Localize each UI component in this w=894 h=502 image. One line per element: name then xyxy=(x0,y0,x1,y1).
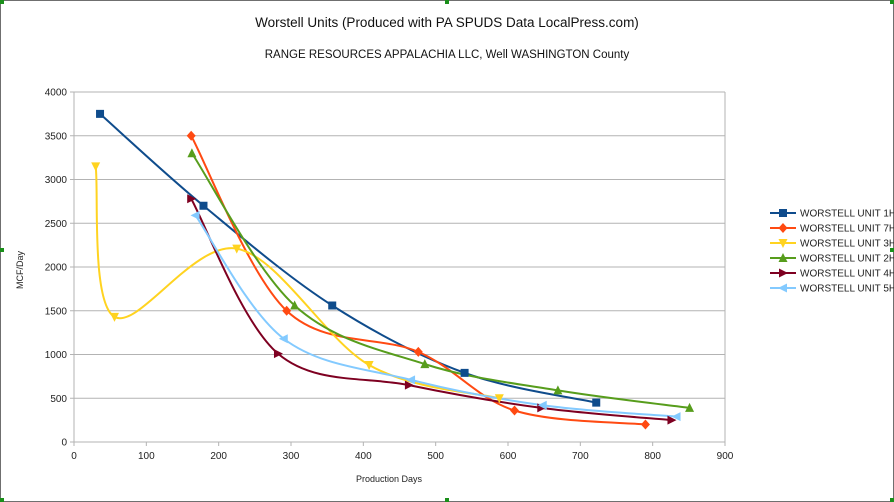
resize-handle-bottom-middle[interactable] xyxy=(445,498,449,502)
y-tick-label: 4000 xyxy=(45,88,68,99)
legend-label-worstell-unit-5h: WORSTELL UNIT 5H xyxy=(800,284,894,295)
y-tick-label: 2000 xyxy=(45,263,68,274)
data-point-worstell-unit-1h xyxy=(199,201,208,210)
resize-handle-top-left[interactable] xyxy=(0,0,4,4)
chart-title: Worstell Units (Produced with PA SPUDS D… xyxy=(255,15,639,30)
y-tick-label: 3000 xyxy=(45,175,68,186)
data-point-worstell-unit-5h xyxy=(406,375,416,385)
series-line-worstell-unit-4h xyxy=(190,198,672,422)
x-tick-label: 700 xyxy=(572,451,589,462)
legend-marker-worstell-unit-2h xyxy=(778,253,788,262)
resize-handle-top-right[interactable] xyxy=(890,0,894,4)
series-markers xyxy=(91,109,695,430)
data-point-worstell-unit-4h xyxy=(667,415,677,425)
x-tick-label: 100 xyxy=(138,451,155,462)
x-tick-label: 400 xyxy=(355,451,372,462)
series-line-worstell-unit-1h xyxy=(99,113,597,404)
y-tick-label: 0 xyxy=(61,438,67,449)
legend-marker-worstell-unit-4h xyxy=(779,268,788,278)
data-point-worstell-unit-1h xyxy=(328,301,337,310)
data-point-worstell-unit-7h xyxy=(640,419,650,430)
series-line-worstell-unit-7h xyxy=(190,135,646,426)
series-line-worstell-unit-2h xyxy=(191,152,690,409)
data-point-worstell-unit-2h xyxy=(290,300,300,310)
data-point-worstell-unit-2h xyxy=(685,402,695,412)
legend-marker-worstell-unit-3h xyxy=(778,239,788,248)
legend: WORSTELL UNIT 1H WORSTELL UNIT 7H WORSTELL… xyxy=(770,209,894,295)
axes: 0 500 1000 1500 2000 2500 3000 3500 4000 0 100 200 3… xyxy=(45,88,734,463)
x-tick-label: 900 xyxy=(717,451,734,462)
legend-marker-worstell-unit-5h xyxy=(778,283,787,293)
data-point-worstell-unit-5h xyxy=(671,412,681,422)
legend-label-worstell-unit-2h: WORSTELL UNIT 2H xyxy=(800,254,894,265)
data-point-worstell-unit-2h xyxy=(187,148,197,158)
y-tick-label: 2500 xyxy=(45,219,68,230)
resize-handle-bottom-left[interactable] xyxy=(0,498,4,502)
x-tick-label: 500 xyxy=(427,451,444,462)
y-tick-label: 3500 xyxy=(45,131,68,142)
resize-handle-bottom-right[interactable] xyxy=(890,498,894,502)
legend-label-worstell-unit-7h: WORSTELL UNIT 7H xyxy=(800,224,894,235)
x-tick-label: 0 xyxy=(71,451,77,462)
data-point-worstell-unit-7h xyxy=(510,405,520,416)
legend-marker-worstell-unit-1h xyxy=(779,209,787,217)
legend-label-worstell-unit-1h: WORSTELL UNIT 1H xyxy=(800,209,894,220)
x-tick-label: 800 xyxy=(644,451,661,462)
legend-marker-worstell-unit-7h xyxy=(778,223,788,233)
y-tick-label: 1000 xyxy=(45,350,68,361)
data-point-worstell-unit-2h xyxy=(420,359,430,369)
data-point-worstell-unit-7h xyxy=(413,346,423,357)
data-point-worstell-unit-4h xyxy=(273,349,283,359)
data-point-worstell-unit-3h xyxy=(364,361,374,370)
data-point-worstell-unit-5h xyxy=(278,334,288,344)
data-point-worstell-unit-7h xyxy=(282,305,292,316)
resize-handle-middle-left[interactable] xyxy=(0,248,4,252)
data-point-worstell-unit-3h xyxy=(232,244,242,254)
data-point-worstell-unit-7h xyxy=(186,130,196,141)
y-axis-label: MCF/Day xyxy=(15,251,25,289)
resize-handle-top-middle[interactable] xyxy=(445,0,449,4)
x-tick-label: 600 xyxy=(500,451,517,462)
data-point-worstell-unit-1h xyxy=(460,368,469,377)
resize-handle-middle-right[interactable] xyxy=(890,248,894,252)
x-tick-label: 300 xyxy=(283,451,300,462)
data-point-worstell-unit-3h xyxy=(91,162,101,172)
data-point-worstell-unit-2h xyxy=(553,385,563,395)
x-axis-label: Production Days xyxy=(356,474,423,484)
data-point-worstell-unit-5h xyxy=(190,210,200,220)
data-point-worstell-unit-3h xyxy=(110,312,120,322)
data-point-worstell-unit-4h xyxy=(404,380,414,390)
data-point-worstell-unit-4h xyxy=(187,194,197,204)
data-point-worstell-unit-1h xyxy=(96,109,105,118)
legend-label-worstell-unit-4h: WORSTELL UNIT 4H xyxy=(800,269,894,280)
y-tick-label: 500 xyxy=(50,394,67,405)
legend-label-worstell-unit-3h: WORSTELL UNIT 3H xyxy=(800,239,894,250)
data-point-worstell-unit-5h xyxy=(537,400,547,410)
series-line-worstell-unit-5h xyxy=(194,214,677,418)
chart-subtitle: RANGE RESOURCES APPALACHIA LLC, Well WAS… xyxy=(264,49,630,61)
y-tick-label: 1500 xyxy=(45,306,68,317)
data-point-worstell-unit-3h xyxy=(494,394,504,404)
gridlines xyxy=(74,91,725,443)
x-tick-label: 200 xyxy=(210,451,227,462)
data-point-worstell-unit-1h xyxy=(592,398,601,407)
series-lines xyxy=(94,113,690,426)
